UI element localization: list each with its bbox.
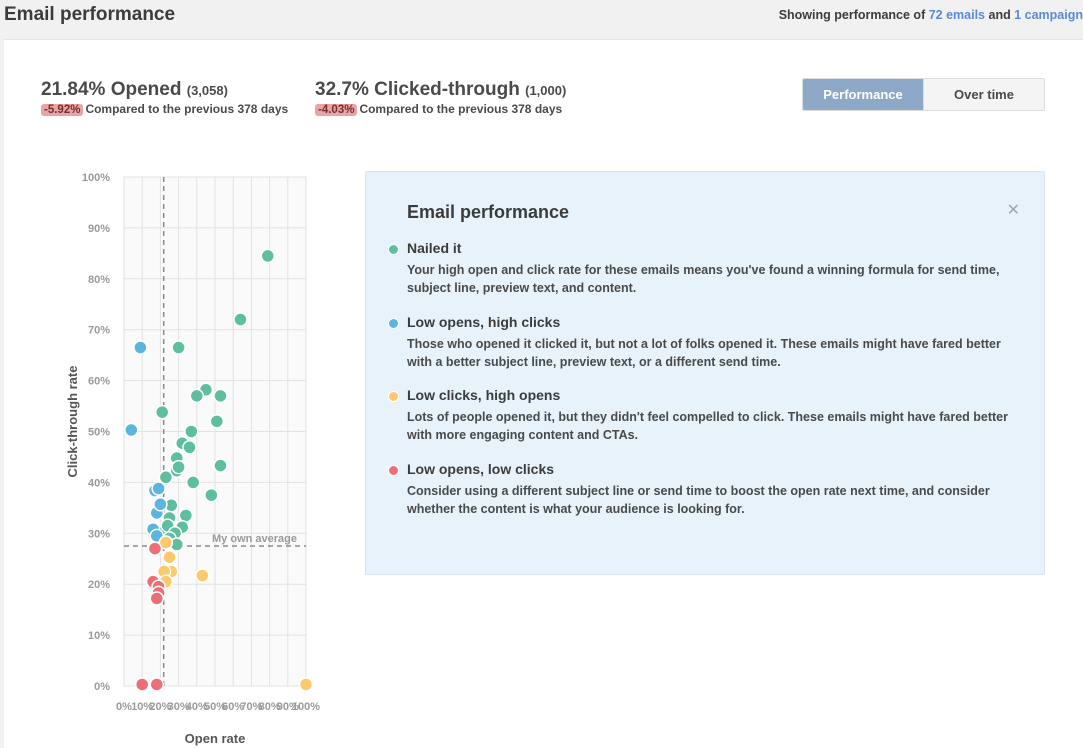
and-text: and [988, 8, 1011, 22]
legend-item-desc: Your high open and click rate for these … [407, 263, 1000, 295]
data-point [182, 440, 197, 455]
average-label: My own average [212, 533, 297, 545]
data-point [151, 481, 166, 496]
x-tick-label: 20% [149, 701, 171, 713]
data-point [195, 568, 210, 583]
data-point [133, 340, 148, 355]
close-icon[interactable]: ✕ [1006, 202, 1020, 219]
x-tick-label: 50% [204, 701, 226, 713]
legend-item-desc: Lots of people opened it, but they didn'… [407, 410, 1008, 442]
y-tick-label: 10% [88, 630, 110, 642]
legend-item-low-opens-high-clicks: Low opens, high clicks Those who opened … [388, 314, 1027, 371]
legend-item-name: Low opens, low clicks [407, 461, 555, 477]
data-point [171, 340, 186, 355]
over-time-tab[interactable]: Over time [923, 79, 1044, 110]
y-tick-label: 0% [94, 681, 110, 693]
data-point [260, 248, 276, 264]
data-point [124, 422, 139, 438]
data-point [158, 535, 174, 550]
legend-item-low-clicks-high-opens: Low clicks, high opens Lots of people op… [388, 387, 1027, 444]
legend-item-name: Low clicks, high opens [407, 387, 561, 403]
x-tick-label: 80% [259, 701, 281, 713]
x-tick-label: 60% [222, 701, 244, 713]
data-point [209, 414, 225, 429]
y-tick-label: 50% [88, 427, 110, 439]
legend-item-name: Nailed it [407, 240, 462, 256]
y-tick-label: 100% [82, 172, 110, 184]
data-point [134, 677, 150, 692]
y-axis-label: Click-through rate [65, 366, 80, 478]
page-title: Email performance [4, 4, 176, 25]
x-tick-label: 70% [240, 701, 262, 713]
legend-dot-yellow [388, 391, 399, 402]
opened-rate: 21.84% Opened [41, 79, 182, 100]
performance-panel: 21.84% Opened (3,058) -5.92% Compared to … [4, 39, 1083, 748]
data-point [171, 459, 186, 475]
y-tick-label: 20% [88, 579, 110, 591]
x-axis-label: Open rate [185, 731, 246, 746]
legend-item-desc: Those who opened it clicked it, but not … [407, 337, 1001, 369]
showing-summary: Showing performance of 72 emails and 1 c… [779, 8, 1083, 22]
legend-item-desc: Consider using a different subject line … [407, 484, 990, 516]
performance-tab[interactable]: Performance [803, 79, 923, 110]
legend-item-nailed-it: Nailed it Your high open and click rate … [388, 240, 1027, 297]
showing-prefix: Showing performance of [778, 8, 926, 22]
data-point [162, 549, 177, 565]
legend-panel: Email performance ✕ Nailed it Your high … [365, 171, 1045, 575]
data-point [184, 424, 199, 439]
clicked-rate: 32.7% Clicked-through [315, 79, 520, 100]
x-tick-label: 0% [116, 701, 132, 713]
data-point [158, 470, 174, 485]
legend-item-low-opens-low-clicks: Low opens, low clicks Consider using a d… [388, 461, 1027, 518]
x-tick-label: 30% [168, 701, 190, 713]
campaigns-link[interactable]: 1 campaign [1014, 8, 1083, 22]
clicked-stat: 32.7% Clicked-through (1,000) -4.03% Comp… [315, 79, 566, 116]
x-tick-label: 100% [292, 701, 320, 713]
clicked-compare-text: Compared to the previous 378 days [359, 102, 563, 116]
top-bar: Email performance Showing performance of… [0, 0, 1083, 38]
emails-link[interactable]: 72 emails [928, 8, 986, 22]
data-point [189, 388, 205, 404]
x-tick-label: 90% [277, 701, 299, 713]
legend-dot-green [388, 244, 399, 255]
data-point [147, 541, 163, 556]
opened-count: (3,058) [186, 83, 228, 98]
data-point [213, 458, 228, 473]
opened-stat: 21.84% Opened (3,058) -5.92% Compared to … [41, 79, 288, 116]
data-point [185, 475, 201, 490]
y-tick-label: 90% [88, 223, 110, 235]
data-point [153, 497, 168, 512]
data-point [149, 591, 165, 606]
scatter-chart: 0% 10% 20% 30% 40% 50% 60% 70% 80% 90% 100% 0% 10% 20… [4, 40, 364, 748]
opened-compare-text: Compared to the previous 378 days [85, 102, 289, 116]
y-tick-label: 60% [88, 376, 110, 388]
legend-title: Email performance [407, 202, 570, 222]
scatter-plot: 0%10%20%30%40%50%60%70%80%90%100%0% 10%20… [65, 172, 320, 746]
data-point [204, 487, 219, 503]
y-tick-label: 40% [88, 477, 110, 489]
legend-dot-blue [388, 318, 399, 329]
data-point [149, 677, 165, 692]
y-tick-label: 70% [88, 325, 110, 337]
data-point [213, 388, 228, 404]
legend-dot-red [388, 465, 399, 476]
y-tick-label: 80% [88, 274, 110, 286]
data-point [154, 404, 170, 420]
data-point [298, 677, 314, 692]
clicked-count: (1,000) [525, 83, 567, 98]
x-tick-label: 40% [186, 701, 208, 713]
y-tick-label: 30% [88, 528, 110, 540]
opened-delta-badge: -5.92% [41, 104, 84, 116]
data-point [233, 312, 248, 327]
clicked-delta-badge: -4.03% [315, 104, 358, 116]
view-toggle: Performance Over time [802, 78, 1045, 111]
x-tick-label: 10% [131, 701, 153, 713]
legend-item-name: Low opens, high clicks [407, 314, 561, 330]
